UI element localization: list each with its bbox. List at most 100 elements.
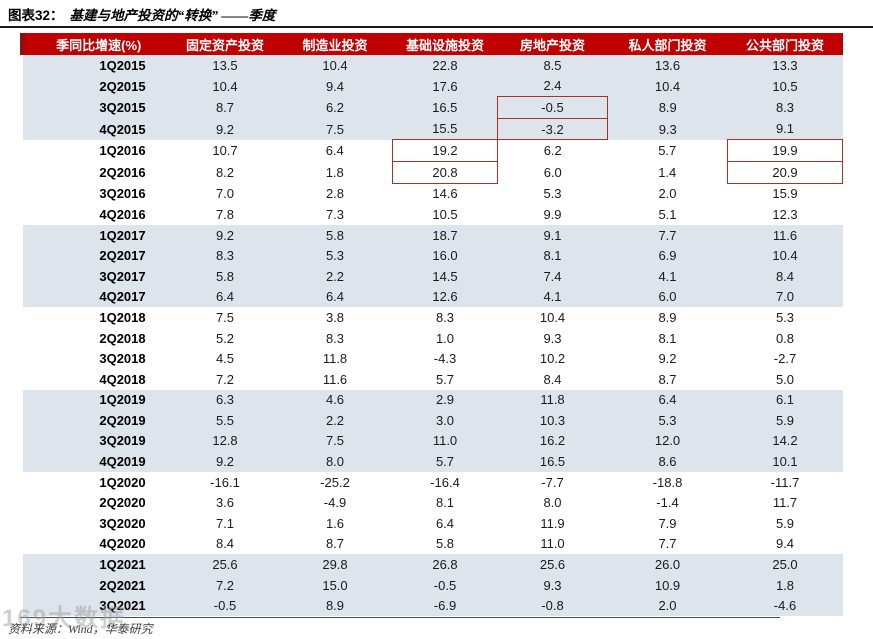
value-cell: 4.1 — [658, 268, 677, 284]
value-cell: 8.9 — [325, 598, 345, 614]
figure-caption: 图表32： 基建与地产投资的“转换” ——季度 — [8, 4, 275, 24]
value-cell: 8.7 — [658, 371, 677, 387]
value-cell: 12.6 — [432, 289, 458, 305]
value-cell: 2.9 — [435, 392, 455, 408]
value-cell: 7.7 — [658, 227, 677, 243]
value-cell: 9.2 — [658, 351, 677, 367]
quarter-cell: 1Q2017 — [99, 227, 146, 243]
table-header-row: 季同比增速(%) 固定资产投资 制造业投资 基础设施投资 房地产投资 私人部门投资 公共部门… — [20, 33, 843, 55]
value-cell: -0.5 — [213, 598, 237, 614]
value-cell: 10.5 — [432, 206, 458, 222]
value-cell: 5.5 — [215, 412, 235, 428]
quarter-cell: 3Q2015 — [99, 99, 146, 115]
table-row: 1Q2019 6.3 4.6 2.9 11.8 6.4 6.1 — [22, 389, 843, 411]
value-cell: 5.3 — [775, 309, 795, 325]
footer-divider — [20, 617, 780, 618]
value-cell: 12.8 — [212, 433, 238, 449]
value-cell: 15.0 — [322, 577, 348, 593]
quarter-cell: 4Q2015 — [99, 121, 146, 137]
table-row: 4Q2019 9.2 8.0 5.7 16.5 8.6 10.1 — [22, 451, 843, 472]
column-header-4: 房地产投资 — [497, 33, 608, 55]
quarter-cell: 1Q2020 — [99, 474, 146, 490]
value-cell: -2.7 — [773, 351, 797, 367]
value-cell: 11.6 — [322, 371, 348, 387]
value-cell: 8.3 — [325, 330, 345, 346]
value-cell: 5.8 — [435, 536, 455, 552]
value-cell: 9.2 — [215, 227, 235, 243]
value-cell: 10.1 — [772, 454, 798, 470]
value-cell: 5.0 — [775, 371, 795, 387]
value-cell: 2.8 — [325, 186, 345, 202]
value-cell: 10.4 — [654, 78, 681, 94]
value-cell: 7.5 — [325, 433, 345, 449]
value-cell: 5.2 — [215, 330, 235, 346]
value-cell: 5.7 — [435, 454, 455, 470]
quarter-cell: 4Q2016 — [99, 206, 146, 222]
table-row: 4Q2017 6.4 6.4 12.6 4.1 6.0 7.0 — [22, 286, 843, 308]
table-row: 3Q2018 4.5 11.8 -4.3 10.2 9.2 -2.7 — [23, 348, 843, 369]
value-cell: 6.0 — [658, 289, 677, 305]
value-cell: -0.8 — [541, 598, 564, 614]
value-cell: 9.4 — [325, 78, 345, 94]
value-cell: 2.4 — [543, 78, 562, 94]
quarter-cell: 3Q2018 — [99, 351, 146, 367]
value-cell: 7.5 — [325, 121, 345, 137]
table-body: 1Q2015 13.5 10.4 22.8 8.5 13.6 13.3 2Q2015 10.4 9… — [22, 55, 843, 617]
value-cell: 11.6 — [772, 227, 798, 243]
quarter-cell: 2Q2019 — [99, 412, 146, 428]
value-cell: 26.8 — [432, 557, 458, 573]
quarter-cell: 1Q2019 — [99, 392, 146, 408]
value-cell: 10.9 — [654, 577, 681, 593]
value-cell: 7.2 — [215, 577, 235, 593]
value-cell: 6.2 — [543, 143, 562, 159]
value-cell: 6.4 — [215, 289, 235, 305]
value-cell: 19.2 — [392, 139, 498, 162]
value-cell: 8.2 — [215, 164, 235, 180]
table-row: 2Q2018 5.2 8.3 1.0 9.3 8.1 0.8 — [23, 328, 843, 349]
value-cell: -4.3 — [433, 351, 457, 367]
figure-title: 基建与地产投资的“转换” ——季度 — [69, 8, 276, 23]
table-row: 4Q2018 7.2 11.6 5.7 8.4 8.7 5.0 — [23, 369, 843, 390]
value-cell: 1.4 — [658, 164, 677, 180]
quarter-cell: 4Q2020 — [99, 536, 146, 552]
value-cell: 10.3 — [539, 412, 566, 428]
value-cell: 9.1 — [775, 121, 795, 137]
value-cell: 10.4 — [539, 309, 566, 325]
value-cell: 5.8 — [215, 268, 235, 284]
value-cell: 1.8 — [325, 164, 344, 180]
quarter-cell: 1Q2021 — [99, 557, 146, 573]
table-row: 3Q2019 12.8 7.5 11.0 16.2 12.0 14.2 — [22, 430, 843, 452]
value-cell: 4.6 — [325, 392, 345, 408]
column-header-5: 私人部门投资 — [607, 33, 728, 55]
value-cell: 6.4 — [435, 515, 455, 531]
value-cell: 7.0 — [215, 186, 235, 202]
value-cell: 6.9 — [658, 248, 677, 264]
value-cell: 8.0 — [325, 454, 345, 470]
table-row: 3Q2015 8.7 6.2 16.5 -0.5 8.9 8.3 — [22, 96, 843, 119]
value-cell: 7.4 — [543, 268, 562, 284]
value-cell: 9.1 — [543, 227, 562, 243]
column-header-2: 制造业投资 — [277, 33, 393, 55]
value-cell: 7.5 — [215, 309, 235, 325]
value-cell: 5.1 — [658, 206, 677, 222]
quarter-cell: 3Q2020 — [99, 515, 146, 531]
value-cell: 6.4 — [658, 392, 677, 408]
value-cell: 5.8 — [325, 227, 345, 243]
value-cell: 7.8 — [215, 206, 235, 222]
value-cell: -16.1 — [210, 474, 240, 490]
value-cell: 8.3 — [215, 248, 235, 264]
value-cell: 6.1 — [775, 392, 795, 408]
value-cell: 11.0 — [540, 536, 565, 552]
value-cell: 9.3 — [543, 330, 562, 346]
column-header-0: 季同比增速(%) — [20, 33, 173, 55]
table-row: 2Q2017 8.3 5.3 16.0 8.1 6.9 10.4 — [22, 245, 843, 266]
value-cell: 12.0 — [654, 433, 681, 449]
column-header-1: 固定资产投资 — [172, 33, 278, 55]
value-cell: 6.2 — [325, 99, 345, 115]
value-cell: 11.8 — [540, 392, 565, 408]
value-cell: -6.9 — [433, 598, 457, 614]
value-cell: 25.6 — [539, 557, 566, 573]
table-row: 2Q2020 3.6 -4.9 8.1 8.0 -1.4 11.7 — [23, 492, 843, 513]
value-cell: 8.1 — [435, 495, 455, 511]
table-row: 1Q2016 10.7 6.4 19.2 6.2 5.7 19.9 — [23, 139, 843, 162]
